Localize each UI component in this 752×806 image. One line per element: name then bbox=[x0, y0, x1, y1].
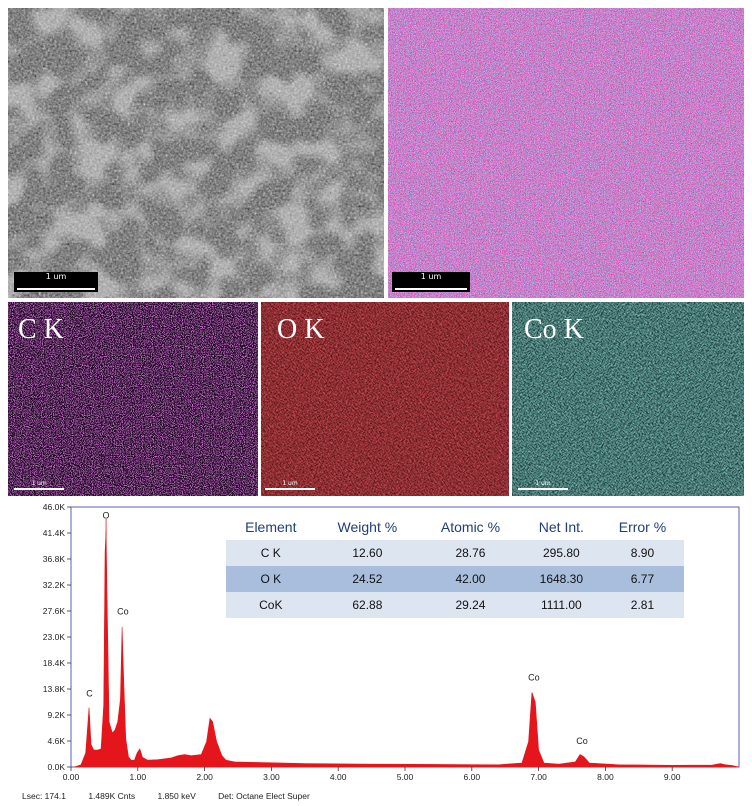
cell: 1648.30 bbox=[521, 566, 601, 592]
sem-image bbox=[8, 8, 384, 298]
c-k-scale-bar: 1 um bbox=[14, 480, 64, 490]
x-axis: 0.00 1.00 2.00 3.00 4.00 5.00 6.00 7.00 8.00 9.00 bbox=[63, 767, 681, 782]
x-tick-label: 1.00 bbox=[130, 772, 147, 782]
overlay-map bbox=[388, 8, 744, 298]
detector: Det: Octane Elect Super bbox=[218, 791, 310, 801]
o-k-map bbox=[261, 302, 509, 496]
spectrum-series bbox=[74, 529, 740, 768]
cell: 1111.00 bbox=[521, 592, 601, 618]
table-row: O K 24.52 42.00 1648.30 6.77 bbox=[226, 566, 684, 592]
cell: 2.81 bbox=[600, 592, 684, 618]
c-k-map bbox=[8, 302, 258, 496]
y-tick-label: 9.2K bbox=[48, 710, 66, 720]
co-k-map-panel: Co K 1 um bbox=[512, 302, 744, 496]
cell: 24.52 bbox=[315, 566, 420, 592]
cell: 8.90 bbox=[600, 540, 684, 566]
c-k-map-panel: C K 1 um bbox=[8, 302, 258, 496]
cell: C K bbox=[226, 540, 316, 566]
cell: 29.24 bbox=[419, 592, 522, 618]
sem-scale-bar: 1 um bbox=[14, 272, 98, 292]
y-tick-label: 27.6K bbox=[43, 606, 66, 616]
cell: 62.88 bbox=[315, 592, 420, 618]
table-header-row: Element Weight % Atomic % Net Int. Error… bbox=[226, 514, 684, 540]
y-tick-label: 32.2K bbox=[43, 580, 66, 590]
cell: 42.00 bbox=[419, 566, 522, 592]
spectrum-footer: Lsec: 174.1 1.489K Cnts 1.850 keV Det: O… bbox=[22, 791, 330, 801]
header-net-int: Net Int. bbox=[538, 519, 584, 535]
header-weight: Weight % bbox=[337, 519, 398, 535]
y-tick-label: 4.6K bbox=[48, 736, 66, 746]
o-k-scale-label: 1 um bbox=[282, 480, 298, 487]
x-tick-label: 4.00 bbox=[330, 772, 347, 782]
cell: 6.77 bbox=[600, 566, 684, 592]
cell: 28.76 bbox=[419, 540, 522, 566]
peak-label: Co bbox=[117, 606, 129, 616]
y-tick-label: 46.0K bbox=[43, 502, 66, 512]
cell: 295.80 bbox=[521, 540, 601, 566]
o-k-map-panel: O K 1 um bbox=[261, 302, 509, 496]
co-k-scale-bar: 1 um bbox=[518, 480, 568, 490]
co-k-scale-label: 1 um bbox=[535, 480, 551, 487]
y-tick-label: 36.8K bbox=[43, 554, 66, 564]
y-tick-label: 0.0K bbox=[48, 762, 66, 772]
overlay-scale-label: 1 um bbox=[420, 272, 442, 281]
peak-labels: C O Co Co Co bbox=[86, 510, 588, 746]
y-tick-label: 13.8K bbox=[43, 684, 66, 694]
overlay-scale-bar: 1 um bbox=[392, 272, 470, 292]
peak-label: C bbox=[86, 688, 93, 698]
c-k-map-label: C K bbox=[18, 314, 64, 345]
y-tick-label: 18.4K bbox=[43, 658, 66, 668]
c-k-scale-label: 1 um bbox=[31, 480, 47, 487]
x-tick-label: 0.00 bbox=[63, 772, 80, 782]
overlay-map-panel: 1 um bbox=[388, 8, 744, 298]
header-error: Error % bbox=[618, 519, 667, 535]
o-k-scale-bar: 1 um bbox=[265, 480, 315, 490]
y-axis: 0.0K 4.6K 9.2K 13.8K 18.4K 23.0K 27.6K 32.2K 36.… bbox=[43, 502, 71, 772]
sem-image-panel: 1 um bbox=[8, 8, 384, 298]
live-seconds: Lsec: 174.1 bbox=[22, 791, 66, 801]
peak-label: Co bbox=[576, 736, 588, 746]
header-element: Element bbox=[245, 519, 297, 535]
x-tick-label: 6.00 bbox=[464, 772, 481, 782]
co-k-map-label: Co K bbox=[524, 314, 584, 345]
x-tick-label: 7.00 bbox=[530, 772, 547, 782]
y-tick-label: 41.4K bbox=[43, 528, 66, 538]
x-tick-label: 2.00 bbox=[196, 772, 213, 782]
x-tick-label: 8.00 bbox=[597, 772, 614, 782]
co-k-map bbox=[512, 302, 744, 496]
cell: O K bbox=[226, 566, 316, 592]
sem-scale-label: 1 um bbox=[45, 272, 67, 281]
peak-label: O bbox=[103, 510, 110, 520]
cursor-kev: 1.850 keV bbox=[157, 791, 196, 801]
cell: 12.60 bbox=[315, 540, 420, 566]
o-k-map-label: O K bbox=[277, 314, 325, 345]
quantification-table: Element Weight % Atomic % Net Int. Error… bbox=[226, 514, 684, 618]
y-tick-label: 23.0K bbox=[43, 632, 66, 642]
x-tick-label: 9.00 bbox=[664, 772, 681, 782]
x-tick-label: 5.00 bbox=[397, 772, 414, 782]
x-tick-label: 3.00 bbox=[263, 772, 280, 782]
counts: 1.489K Cnts bbox=[88, 791, 136, 801]
table-row: CoK 62.88 29.24 1111.00 2.81 bbox=[226, 592, 684, 618]
peak-label: Co bbox=[528, 673, 540, 683]
header-atomic: Atomic % bbox=[440, 519, 501, 535]
table-row: C K 12.60 28.76 295.80 8.90 bbox=[226, 540, 684, 566]
cell: CoK bbox=[226, 592, 316, 618]
